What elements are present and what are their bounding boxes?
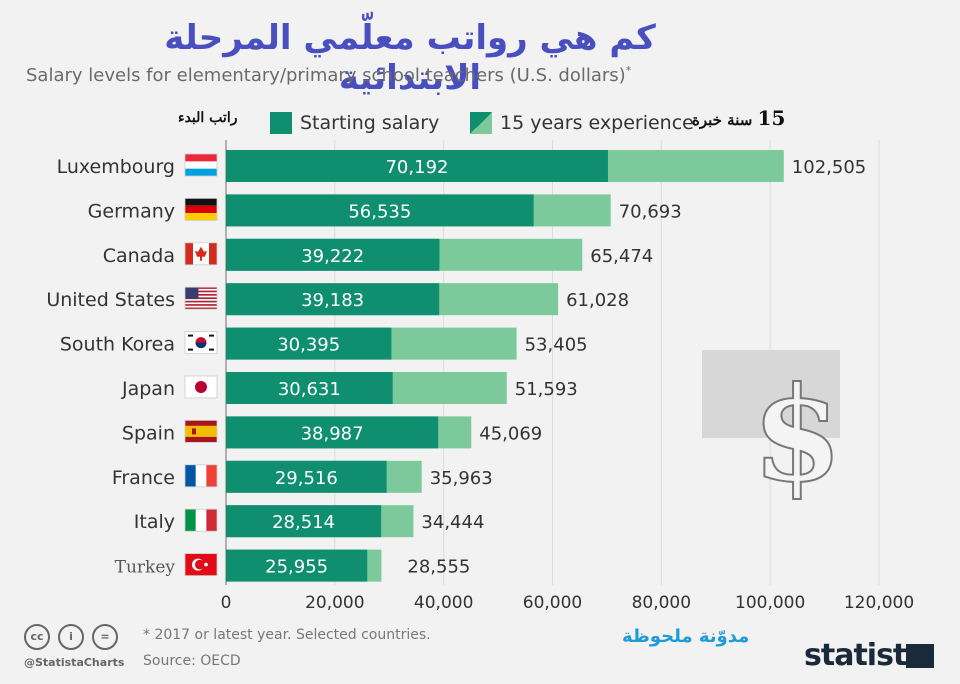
south-korea-flag-icon	[184, 331, 218, 355]
bar-label-experience: 53,405	[525, 335, 588, 356]
category-label: Spain	[122, 422, 175, 444]
x-tick-label: 20,000	[305, 593, 364, 613]
dollar-image-box	[702, 350, 840, 438]
category-label: Italy	[134, 511, 175, 533]
cc-license-icon: cc	[24, 624, 50, 650]
legend-swatch-experience	[470, 112, 492, 134]
subtitle-text: Salary levels for elementary/primary sch…	[26, 65, 626, 86]
legend-label-starting: Starting salary	[300, 112, 440, 134]
x-tick-label: 0	[221, 593, 232, 613]
bar-label-experience: 45,069	[479, 423, 542, 444]
italy-flag-icon	[184, 508, 218, 532]
japan-flag-icon	[184, 375, 218, 399]
bar-label-starting: 28,514	[272, 512, 335, 533]
bar-label-starting: 56,535	[348, 201, 411, 222]
france-flag-icon	[184, 464, 218, 488]
bar-label-experience: 28,555	[407, 557, 470, 578]
bar-label-starting: 38,987	[301, 423, 364, 444]
category-label: Germany	[88, 200, 175, 222]
bar-starting	[226, 460, 387, 493]
legend-arabic-starting: راتب البدء	[178, 110, 238, 126]
bar-label-experience: 35,963	[430, 468, 493, 489]
bar-label-experience: 70,693	[619, 201, 682, 222]
luxembourg-flag-icon	[184, 153, 218, 177]
legend-arabic-exp-number: 15	[757, 106, 786, 130]
bar-starting	[226, 327, 392, 360]
statista-logo-mark	[906, 644, 934, 668]
bar-label-starting: 70,192	[385, 157, 448, 178]
spain-flag-icon	[184, 419, 218, 443]
legend-arabic-experience: 15 سنة خبرة	[692, 106, 785, 130]
dollar-sign-icon: $	[751, 358, 843, 511]
bar-label-starting: 25,955	[265, 557, 328, 578]
bar-starting	[226, 549, 368, 582]
bar-label-starting: 30,631	[278, 379, 341, 400]
x-tick-label: 80,000	[632, 593, 691, 613]
legend-item-starting: Starting salary	[270, 110, 439, 136]
category-label: Luxembourg	[57, 156, 175, 178]
legend-label-experience: 15 years experience	[500, 112, 694, 134]
social-handle: @StatistaCharts	[24, 656, 125, 669]
bar-label-experience: 65,474	[590, 246, 653, 267]
bar-label-starting: 29,516	[275, 468, 338, 489]
bar-starting	[226, 194, 534, 227]
x-tick-label: 40,000	[414, 593, 473, 613]
category-label: Canada	[103, 245, 175, 267]
x-tick-label: 120,000	[844, 593, 914, 613]
bar-starting	[226, 505, 382, 538]
germany-flag-icon	[184, 197, 218, 221]
x-tick-label: 100,000	[735, 593, 805, 613]
bar-starting	[226, 416, 439, 449]
bar-starting	[226, 372, 393, 404]
subtitle-footnote-mark: *	[625, 64, 632, 77]
legend-arabic-exp-text: سنة خبرة	[692, 111, 753, 129]
no-derivatives-icon: =	[92, 624, 118, 650]
category-label: Turkey	[115, 558, 176, 578]
category-label: South Korea	[60, 334, 175, 356]
chart-subtitle: Salary levels for elementary/primary sch…	[26, 64, 631, 86]
bar-starting	[226, 283, 440, 316]
chart-title-arabic: كم هي رواتب معلّمي المرحلة الابتدائية	[164, 18, 656, 98]
x-tick-label: 60,000	[523, 593, 582, 613]
category-label: United States	[46, 289, 175, 311]
attribution-icon: i	[58, 624, 84, 650]
bar-label-experience: 102,505	[792, 157, 866, 178]
canada-flag-icon	[184, 242, 218, 266]
source-note: Source: OECD	[143, 653, 241, 669]
bar-label-starting: 30,395	[277, 335, 340, 356]
legend-swatch-starting	[270, 112, 292, 134]
category-label: France	[112, 467, 175, 489]
us-flag-icon	[184, 286, 218, 310]
footnote: * 2017 or latest year. Selected countrie…	[143, 627, 431, 643]
bar-starting	[226, 150, 608, 182]
legend-item-experience: 15 years experience	[470, 110, 694, 136]
bar-label-starting: 39,183	[301, 290, 364, 311]
bar-chart: 0 20,000 40,000 60,000 80,000 100,000 120,000 7…	[46, 140, 914, 613]
bar-starting	[226, 238, 440, 271]
bar-label-experience: 61,028	[566, 290, 629, 311]
category-label: Japan	[121, 378, 175, 400]
bar-label-experience: 34,444	[421, 512, 484, 533]
blog-name-arabic: مدوّنة ملحوظة	[622, 626, 750, 647]
turkey-flag-icon	[184, 553, 218, 576]
bar-label-experience: 51,593	[515, 379, 578, 400]
bar-label-starting: 39,222	[301, 246, 364, 267]
